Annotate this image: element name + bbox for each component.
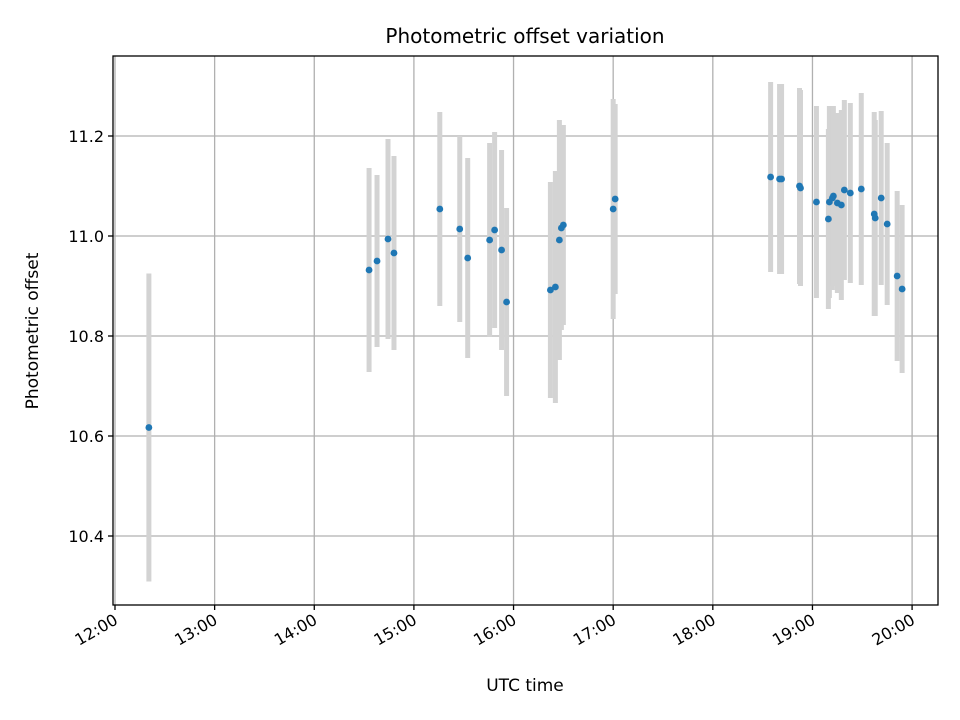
data-point — [877, 194, 885, 202]
data-point — [609, 205, 617, 213]
data-point — [857, 185, 865, 193]
y-tick-label: 11.2 — [68, 127, 104, 146]
y-tick-label: 10.4 — [68, 527, 104, 546]
data-point — [547, 286, 554, 294]
data-point — [456, 225, 464, 233]
y-axis-label: Photometric offset — [23, 252, 43, 409]
data-point — [871, 214, 879, 222]
x-tick-label: 15:00 — [370, 610, 419, 650]
data-point — [893, 272, 901, 280]
data-point — [498, 246, 505, 254]
y-tick-label: 11.0 — [68, 227, 104, 246]
data-point — [778, 175, 785, 183]
data-point — [611, 195, 619, 203]
data-point — [384, 235, 392, 243]
data-point — [824, 215, 832, 223]
x-tick-label: 16:00 — [470, 610, 519, 650]
y-tick-label: 10.8 — [68, 327, 104, 346]
data-point — [145, 424, 153, 431]
x-tick-label: 13:00 — [171, 610, 220, 650]
x-tick-label: 19:00 — [769, 610, 818, 650]
x-axis-ticks: 12:00 13:00 14:00 15:00 16:00 17:00 18:00 19:00… — [72, 605, 918, 650]
x-tick-label: 14:00 — [271, 610, 320, 650]
y-tick-label: 10.6 — [68, 427, 104, 446]
data-point — [829, 192, 837, 200]
data-point — [840, 186, 848, 194]
data-point — [551, 283, 559, 291]
data-point — [373, 257, 381, 265]
data-point — [464, 254, 472, 262]
data-point — [559, 221, 567, 229]
plot-frame — [112, 55, 939, 606]
data-point — [837, 201, 845, 209]
y-axis-ticks: 10.4 10.6 10.8 11.0 11.2 — [68, 127, 113, 546]
data-points — [145, 173, 906, 431]
x-axis-label: UTC time — [486, 676, 564, 696]
data-point — [390, 249, 398, 257]
data-point — [486, 236, 494, 244]
data-point — [813, 198, 820, 206]
data-point — [898, 285, 906, 293]
data-point — [767, 173, 775, 181]
x-tick-label: 17:00 — [570, 610, 619, 650]
data-point — [503, 298, 510, 306]
x-tick-label: 20:00 — [869, 610, 918, 650]
data-point — [846, 189, 854, 197]
data-point — [365, 266, 373, 274]
x-tick-label: 18:00 — [669, 610, 718, 650]
data-point — [491, 226, 499, 234]
error-bars — [146, 82, 905, 582]
data-point — [883, 220, 891, 228]
data-point — [436, 205, 444, 213]
data-point — [555, 236, 563, 244]
data-point — [797, 184, 804, 192]
x-tick-label: 12:00 — [72, 610, 121, 650]
chart-title: Photometric offset variation — [385, 24, 664, 48]
